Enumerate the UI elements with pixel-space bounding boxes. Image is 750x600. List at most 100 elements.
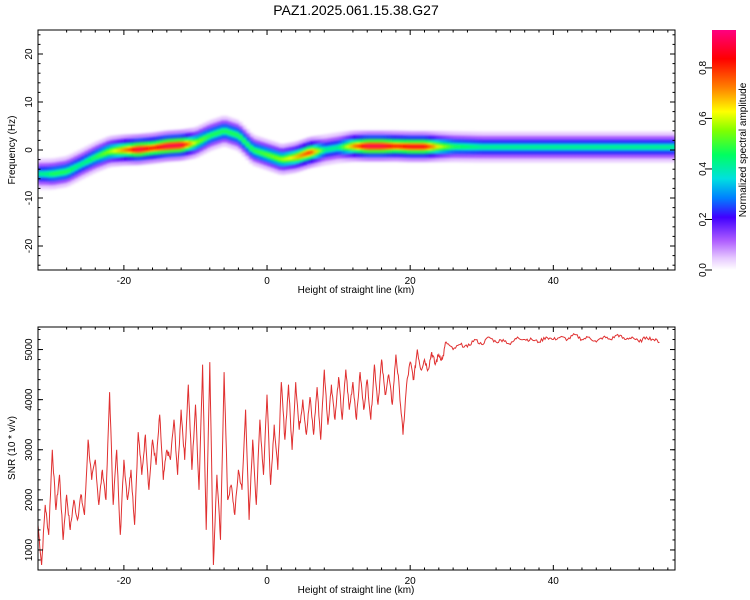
- ridge-cell: [209, 133, 214, 137]
- ridge-cell: [77, 163, 82, 167]
- ridge-cell: [453, 144, 458, 149]
- ridge-cell: [227, 130, 232, 135]
- y-tick-label: 5000: [24, 338, 35, 361]
- ridge-cell: [345, 145, 350, 149]
- ridge-cell: [352, 144, 358, 148]
- ridge-cell: [277, 157, 282, 161]
- ridge-cell: [349, 144, 354, 149]
- y-tick-label: -20: [24, 238, 35, 253]
- ridge-cell: [442, 144, 447, 149]
- ridge-cell: [299, 153, 304, 158]
- ridge-cell: [184, 142, 189, 146]
- ridge-cell: [288, 156, 293, 160]
- ridge-cell: [424, 144, 429, 149]
- ridge-cell: [309, 150, 315, 154]
- ridge-cell: [385, 144, 390, 148]
- ridge-cell: [199, 138, 204, 142]
- ridge-cell: [88, 158, 93, 162]
- ridge-cell: [488, 145, 494, 149]
- ridge-cell: [66, 169, 71, 173]
- ridge-cell: [73, 165, 78, 169]
- ridge-cell: [406, 144, 411, 149]
- ridge-cell: [388, 144, 393, 148]
- ridge-cell: [52, 172, 57, 176]
- ridge-cell: [292, 155, 297, 160]
- ridge-cell: [556, 145, 562, 149]
- ridge-cell: [578, 145, 583, 149]
- ridge-cell: [635, 145, 640, 149]
- ridge-cell: [270, 154, 275, 159]
- ridge-cell: [370, 144, 375, 148]
- ridge-cell: [657, 145, 662, 149]
- ridge-cell: [95, 154, 100, 159]
- ridge-cell: [639, 145, 644, 149]
- ridge-cell: [513, 145, 519, 149]
- snr-line: [38, 332, 660, 566]
- ridge-cell: [91, 156, 96, 160]
- ridge-cell: [367, 144, 372, 148]
- ridge-cell: [267, 153, 272, 158]
- ridge-cell: [48, 172, 53, 176]
- ridge-cell: [603, 145, 608, 149]
- x-tick-label: -20: [117, 576, 132, 587]
- ridge-cell: [109, 149, 114, 153]
- ridge-cell: [617, 145, 622, 149]
- ridge-cell: [120, 148, 125, 152]
- ridge-cell: [463, 145, 469, 149]
- ridge-cell: [252, 148, 257, 153]
- ridge-cell: [331, 146, 336, 151]
- ridge-cell: [553, 145, 558, 149]
- ridge-cell: [535, 145, 540, 149]
- spectrogram-xlabel: Height of straight line (km): [298, 285, 415, 296]
- ridge-cell: [145, 146, 150, 151]
- ridge-cell: [98, 153, 104, 157]
- colorbar: 0.0 0.2 0.4 0.6 0.8 Normalized spectral ampl…: [698, 30, 749, 277]
- ridge-cell: [84, 160, 89, 164]
- ridge-cell: [263, 152, 268, 156]
- ridge-cell: [220, 129, 225, 134]
- snr-axis-ticks: -20 0 20 40 1000 2000 3000 4000 5000: [24, 327, 675, 587]
- ridge-cell: [234, 133, 240, 137]
- ridge-cell: [245, 142, 250, 147]
- ridge-cell: [156, 145, 161, 150]
- ridge-cell: [141, 147, 146, 151]
- y-tick-label: 3000: [24, 438, 35, 461]
- ridge-cell: [302, 152, 307, 156]
- ridge-cell: [585, 145, 590, 149]
- ridge-cell: [417, 144, 422, 149]
- ridge-cell: [306, 151, 311, 155]
- ridge-cell: [360, 144, 365, 148]
- ridge-cell: [503, 145, 508, 149]
- ridge-cell: [589, 145, 594, 149]
- colorbar-tick-label: 0.2: [698, 212, 709, 226]
- ridge-cell: [317, 149, 322, 153]
- ridge-cell: [646, 145, 651, 149]
- ridge-cell: [510, 145, 515, 149]
- ridge-cell: [170, 144, 175, 148]
- ridge-cell: [249, 146, 254, 150]
- ridge-cell: [259, 151, 265, 155]
- colorbar-ticks: 0.0 0.2 0.4 0.6 0.8: [698, 61, 712, 277]
- ridge-cell: [607, 145, 612, 149]
- spectrogram-ylabel: Frequency (Hz): [7, 116, 18, 185]
- ridge-cell: [499, 145, 504, 149]
- ridge-cell: [281, 157, 286, 161]
- ridge-cell: [202, 136, 207, 140]
- ridge-cell: [224, 129, 229, 134]
- ridge-cell: [381, 144, 386, 148]
- ridge-cell: [428, 144, 433, 149]
- ridge-cell: [567, 145, 572, 149]
- y-tick-label: 1000: [24, 538, 35, 561]
- y-tick-label: 4000: [24, 388, 35, 411]
- ridge-cell: [338, 145, 343, 150]
- ridge-cell: [485, 145, 490, 149]
- ridge-cell: [399, 144, 404, 149]
- ridge-cell: [320, 148, 325, 152]
- ridge-cell: [131, 148, 136, 152]
- ridge-cell: [460, 145, 465, 149]
- spectrogram-panel: -20 0 20 40 -20 -10 0 10 20 Height of straight l…: [7, 29, 676, 296]
- ridge-cell: [274, 156, 279, 160]
- ridge-cell: [395, 144, 401, 148]
- colorbar-label: Normalized spectral amplitude: [738, 82, 749, 217]
- ridge-cell: [335, 146, 340, 150]
